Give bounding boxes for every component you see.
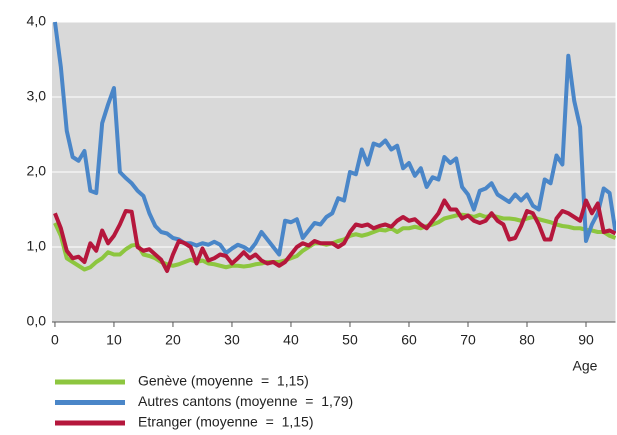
x-tick-label: 90 bbox=[578, 332, 594, 348]
plot-lines bbox=[52, 21, 616, 273]
x-axis-label: Age bbox=[573, 358, 598, 374]
legend-label: Genève (moyenne = 1,15) bbox=[138, 373, 309, 389]
y-tick-label: 0,0 bbox=[27, 313, 47, 329]
y-tick-label: 2,0 bbox=[27, 163, 47, 179]
x-tick-label: 20 bbox=[165, 332, 181, 348]
y-tick-label: 4,0 bbox=[27, 13, 47, 29]
x-tick-label: 80 bbox=[519, 332, 535, 348]
series-line bbox=[53, 198, 616, 273]
x-tick-label: 10 bbox=[106, 332, 122, 348]
series-line bbox=[52, 21, 616, 257]
x-tick-label: 70 bbox=[460, 332, 476, 348]
y-tick-label: 3,0 bbox=[27, 88, 47, 104]
y-tick-label: 1,0 bbox=[27, 238, 47, 254]
legend-label: Autres cantons (moyenne = 1,79) bbox=[138, 393, 353, 409]
x-tick-label: 60 bbox=[401, 332, 417, 348]
x-tick-label: 50 bbox=[342, 332, 358, 348]
x-tick-label: 30 bbox=[224, 332, 240, 348]
x-tick-label: 40 bbox=[283, 332, 299, 348]
legend-label: Etranger (moyenne = 1,15) bbox=[138, 414, 314, 430]
x-tick-label: 0 bbox=[51, 332, 59, 348]
